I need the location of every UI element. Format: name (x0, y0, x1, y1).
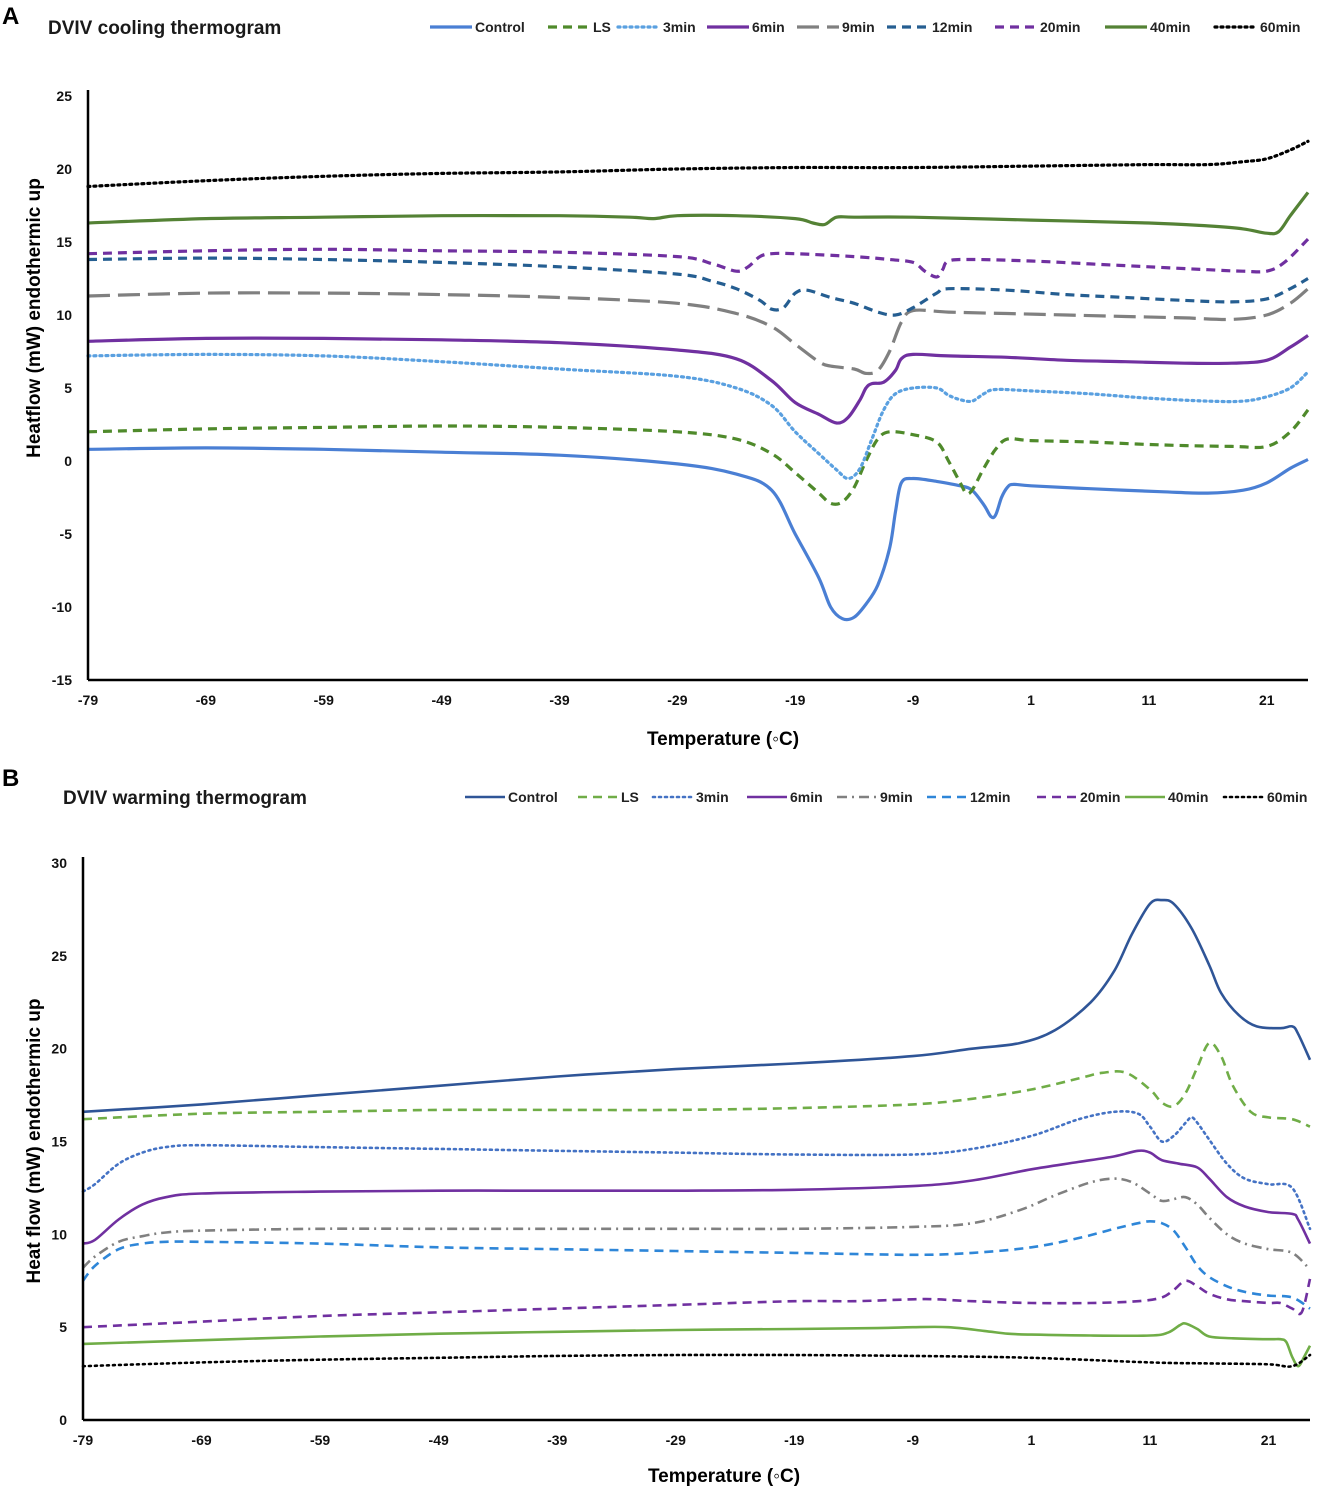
y-tick-label-warming: 10 (51, 1226, 67, 1242)
series-group-cooling (86, 139, 1310, 622)
legend-label-40min-warming: 40min (1168, 789, 1208, 805)
y-tick-label-cooling: 20 (56, 161, 72, 177)
y-tick-label-cooling: -10 (52, 599, 72, 615)
x-tick-label-warming: -9 (907, 1432, 920, 1448)
x-tick-label-cooling: -69 (196, 692, 216, 708)
legend-label-9min-warming: 9min (880, 789, 913, 805)
legend-label-9min-cooling: 9min (842, 19, 875, 35)
series-line-20min-warming (82, 1278, 1312, 1329)
legend-label-control-warming: Control (508, 789, 558, 805)
series-line-6min-cooling (87, 334, 1309, 425)
x-axis-title-cooling: Temperature (◦C) (647, 729, 799, 750)
y-tick-label-warming: 15 (51, 1134, 67, 1150)
x-tick-label-warming: -29 (666, 1432, 686, 1448)
x-tick-label-cooling: -79 (78, 692, 98, 708)
series-line-9min-cooling (87, 287, 1310, 376)
legend-label-20min-cooling: 20min (1040, 19, 1080, 35)
legend-label-60min-cooling: 60min (1260, 19, 1300, 35)
x-axis-title-warming: Temperature (◦C) (648, 1466, 800, 1487)
x-tick-label-warming: -69 (191, 1432, 211, 1448)
y-tick-label-cooling: 25 (56, 88, 72, 104)
x-tick-label-warming: -59 (310, 1432, 330, 1448)
y-tick-label-cooling: 0 (64, 453, 72, 469)
legend-label-60min-warming: 60min (1267, 789, 1307, 805)
y-tick-label-warming: 25 (51, 948, 67, 964)
cooling-panel: A DVIV cooling thermogram Control LS 3min 6… (2, 3, 1310, 750)
series-line-9min-warming (82, 1177, 1311, 1271)
legend-cooling: Control LS 3min 6min 9min 12min 20min 40min 60mi… (430, 19, 1300, 35)
series-line-40min-cooling (87, 191, 1310, 236)
chart-title-warming: DVIV warming thermogram (63, 788, 307, 809)
legend-label-3min-cooling: 3min (663, 19, 696, 35)
series-line-3min-warming (81, 1110, 1312, 1231)
legend-label-20min-warming: 20min (1080, 789, 1120, 805)
legend-label-ls-warming: LS (621, 789, 639, 805)
x-tick-label-warming: -19 (784, 1432, 804, 1448)
x-tick-label-cooling: -19 (785, 692, 805, 708)
y-tick-label-cooling: -15 (52, 672, 72, 688)
x-tick-label-cooling: -59 (314, 692, 334, 708)
series-line-40min-warming (82, 1321, 1312, 1368)
y-tick-label-warming: 20 (51, 1041, 67, 1057)
y-tick-label-cooling: 5 (64, 380, 72, 396)
x-tick-label-warming: -39 (547, 1432, 567, 1448)
series-line-control-warming (82, 898, 1312, 1114)
y-tick-label-warming: 5 (59, 1319, 67, 1335)
y-axis-title-warming: Heat flow (mW) endothermic up (24, 999, 45, 1284)
legend-label-control-cooling: Control (475, 19, 525, 35)
x-tick-label-warming: 21 (1261, 1432, 1277, 1448)
x-tick-label-warming: -49 (429, 1432, 449, 1448)
chart-title-cooling: DVIV cooling thermogram (48, 18, 281, 39)
panel-label-a: A (2, 3, 19, 30)
legend-label-3min-warming: 3min (696, 789, 729, 805)
series-line-control-cooling (87, 446, 1309, 622)
y-axis-title-cooling: Heatflow (mW) endothermic up (24, 178, 45, 458)
series-line-12min-warming (81, 1220, 1311, 1310)
x-tick-label-cooling: -9 (907, 692, 920, 708)
series-line-ls-warming (82, 1041, 1311, 1128)
x-tick-label-cooling: 11 (1141, 692, 1156, 708)
x-tick-label-cooling: 21 (1259, 692, 1275, 708)
series-line-ls-cooling (87, 408, 1310, 506)
legend-label-6min-cooling: 6min (752, 19, 785, 35)
panel-label-b: B (2, 765, 19, 792)
y-tick-label-cooling: 15 (56, 234, 72, 250)
x-tick-label-cooling: -39 (549, 692, 569, 708)
legend-label-12min-cooling: 12min (932, 19, 972, 35)
x-tick-label-cooling: -49 (432, 692, 452, 708)
x-tick-label-warming: 1 (1028, 1432, 1036, 1448)
series-line-3min-cooling (86, 352, 1310, 481)
x-tick-label-warming: -79 (73, 1432, 93, 1448)
y-tick-label-warming: 30 (51, 855, 67, 871)
y-tick-label-cooling: 10 (56, 307, 72, 323)
series-line-60min-cooling (86, 139, 1310, 189)
y-tick-label-cooling: -5 (60, 526, 73, 542)
series-line-6min-warming (82, 1149, 1312, 1245)
legend-label-ls-cooling: LS (593, 19, 611, 35)
series-group-warming (81, 898, 1312, 1368)
y-tick-label-warming: 0 (59, 1412, 67, 1428)
x-tick-label-cooling: -29 (667, 692, 687, 708)
x-tick-label-cooling: 1 (1027, 692, 1035, 708)
warming-panel: B DVIV warming thermogram Control LS 3min 6… (2, 765, 1312, 1487)
legend-label-40min-cooling: 40min (1150, 19, 1190, 35)
legend-warming: Control LS 3min 6min 9min 12min 20min 40min 60mi… (465, 789, 1307, 805)
legend-label-12min-warming: 12min (970, 789, 1010, 805)
x-tick-label-warming: 11 (1143, 1432, 1158, 1448)
series-line-20min-cooling (87, 237, 1310, 279)
series-line-60min-warming (81, 1353, 1312, 1368)
series-line-12min-cooling (87, 256, 1309, 317)
legend-label-6min-warming: 6min (790, 789, 823, 805)
